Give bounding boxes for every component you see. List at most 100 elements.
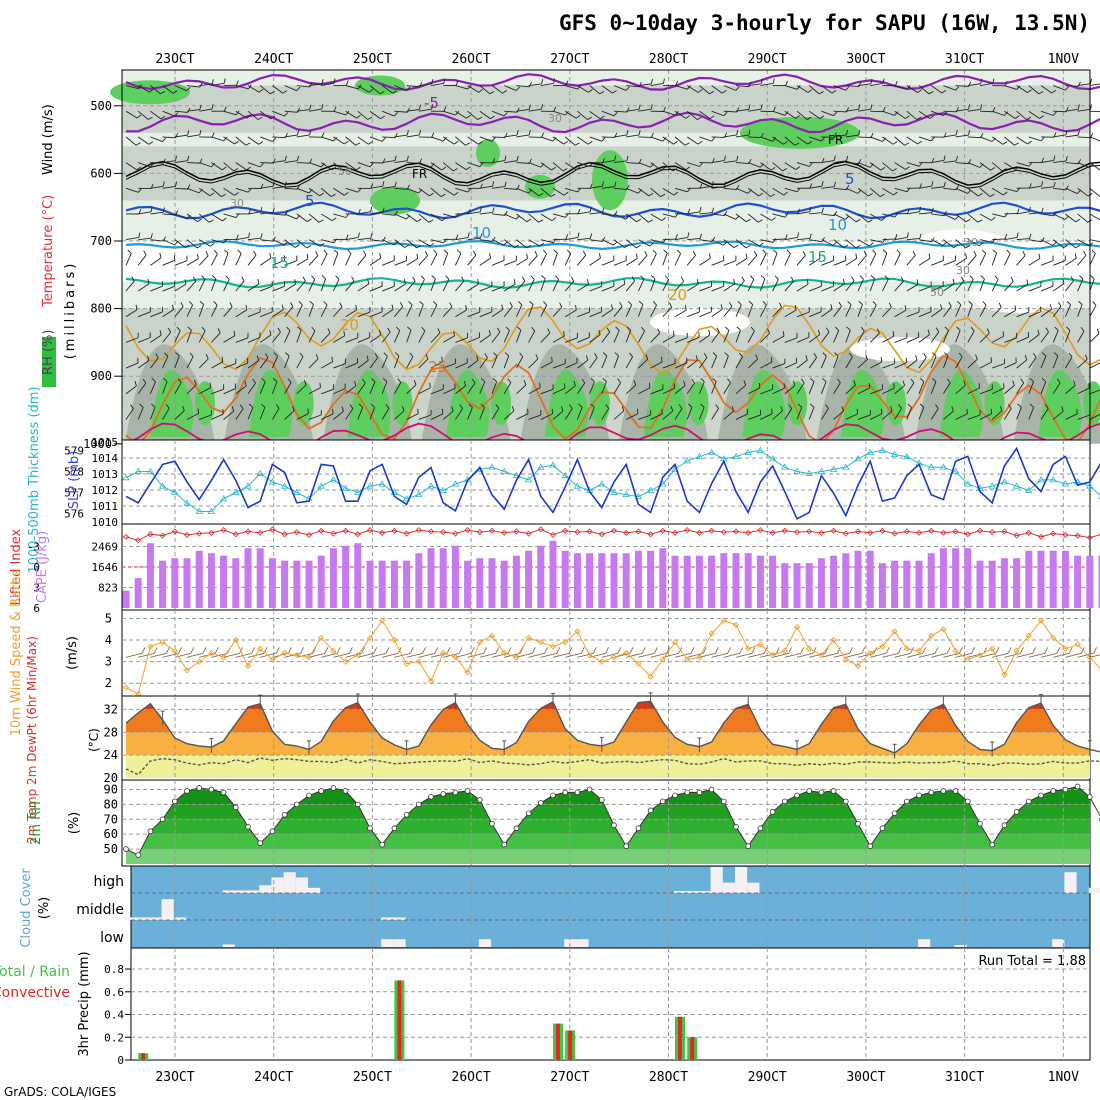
wind10-barb-flag bbox=[348, 647, 353, 654]
temp2m-tick-label: 32 bbox=[104, 702, 118, 716]
wind-barb-flag bbox=[943, 181, 946, 187]
wind-barb-flag bbox=[321, 132, 325, 138]
wind-barb bbox=[906, 85, 918, 93]
wind-barb bbox=[1077, 279, 1084, 292]
wind-barb bbox=[833, 382, 841, 395]
wind-barb bbox=[186, 356, 194, 369]
wind-barb bbox=[406, 384, 417, 395]
wind10-marker bbox=[440, 649, 447, 657]
rh2m-marker bbox=[184, 788, 190, 794]
wind10-marker bbox=[403, 660, 410, 667]
wind-barb bbox=[784, 408, 793, 420]
rh2m-marker bbox=[891, 810, 898, 817]
thickness-marker bbox=[524, 476, 533, 483]
wind-barb-flag bbox=[894, 234, 898, 240]
wind-barb bbox=[467, 283, 479, 292]
wind-barb-flag bbox=[890, 406, 893, 412]
wind-barb bbox=[1089, 278, 1095, 292]
wind-barb bbox=[1016, 382, 1025, 395]
li-marker bbox=[501, 529, 508, 536]
li-marker bbox=[867, 529, 874, 536]
li-marker bbox=[769, 529, 776, 536]
wind-barb bbox=[406, 258, 418, 266]
li-tick-label: 6 bbox=[33, 602, 40, 615]
bottom-date-label: 30OCT bbox=[846, 1070, 885, 1085]
wind-barb bbox=[881, 279, 889, 292]
wind-barb-flag bbox=[1017, 403, 1022, 408]
wind-barb-flag bbox=[923, 352, 927, 358]
wind-barb-flag bbox=[1065, 326, 1071, 331]
wind-barb bbox=[577, 85, 589, 93]
wind-barb bbox=[199, 414, 212, 420]
wind10-barb bbox=[479, 652, 496, 658]
wind10-barb-flag bbox=[849, 647, 854, 654]
wind-barb bbox=[564, 110, 577, 119]
wind-barb-flag bbox=[802, 250, 806, 256]
wind10-marker bbox=[708, 630, 715, 637]
cape-bar bbox=[549, 540, 557, 608]
wind-barb-flag bbox=[931, 237, 935, 242]
wind-barb bbox=[626, 162, 640, 164]
wind-barb bbox=[1004, 385, 1015, 395]
wind-barb bbox=[320, 304, 328, 317]
wind-barb bbox=[723, 410, 734, 420]
li-marker bbox=[708, 527, 715, 534]
wind-barb-flag bbox=[755, 354, 759, 360]
wind-barb-flag bbox=[1065, 155, 1068, 162]
wind-barb bbox=[357, 337, 370, 343]
wind10-barb bbox=[833, 652, 850, 658]
wind-barb bbox=[845, 356, 853, 369]
wind-barb-flag bbox=[809, 183, 813, 189]
wind-barb bbox=[357, 254, 367, 266]
wind-barb-flag bbox=[675, 234, 678, 240]
wind-barb bbox=[943, 160, 957, 164]
wind-barb-flag bbox=[975, 354, 978, 360]
cape-bar bbox=[281, 560, 289, 608]
wind-barb-flag bbox=[990, 167, 995, 171]
wind-barb bbox=[369, 257, 382, 266]
wind-barb-flag bbox=[260, 403, 266, 408]
wind10-marker bbox=[793, 623, 801, 631]
wind-barb-flag bbox=[225, 275, 230, 280]
wind-barb-flag bbox=[507, 378, 512, 383]
wind-barb-flag bbox=[614, 352, 619, 357]
thickness-marker bbox=[488, 463, 496, 470]
wind-barb bbox=[430, 413, 443, 420]
rh2m-marker bbox=[733, 823, 739, 830]
wind-barb bbox=[540, 278, 546, 292]
rh2m-marker bbox=[574, 789, 581, 796]
li-marker bbox=[1037, 533, 1045, 540]
wind-barb-flag bbox=[407, 326, 412, 331]
wind10-barb-flag bbox=[165, 647, 170, 654]
wind-barb bbox=[748, 414, 761, 420]
wind-barb-flag bbox=[554, 275, 560, 280]
wind-barb-flag bbox=[865, 354, 868, 360]
wind-barb bbox=[394, 134, 408, 138]
wind-barb bbox=[772, 335, 785, 343]
wind10-barb-flag bbox=[788, 647, 793, 654]
wind10-barb-flag bbox=[202, 647, 207, 654]
li-marker bbox=[208, 529, 215, 536]
wind-barb bbox=[943, 110, 957, 113]
wind-barb-flag bbox=[601, 137, 606, 142]
wind-barb-flag bbox=[1040, 136, 1045, 142]
rh2m-marker bbox=[672, 792, 678, 799]
wind-barb bbox=[1040, 381, 1047, 394]
li-marker bbox=[1062, 531, 1069, 538]
wind-barb-flag bbox=[720, 304, 723, 310]
wind-barb-flag bbox=[196, 245, 202, 249]
cape-bar bbox=[610, 553, 618, 608]
wind-barb bbox=[308, 304, 314, 317]
wind-barb-flag bbox=[528, 104, 531, 110]
wind-barb-flag bbox=[1039, 115, 1044, 119]
wind-barb bbox=[162, 186, 176, 189]
wind-barb bbox=[223, 162, 234, 172]
wind-barb bbox=[552, 363, 566, 369]
wind-barb-flag bbox=[362, 378, 366, 384]
wind-barb bbox=[296, 280, 306, 292]
wind-barb bbox=[589, 212, 603, 215]
wind10-unit: (m/s) bbox=[65, 636, 80, 670]
rh2m-marker bbox=[147, 828, 154, 834]
wind10-barb-flag bbox=[385, 647, 390, 654]
wind-barb bbox=[613, 283, 626, 292]
